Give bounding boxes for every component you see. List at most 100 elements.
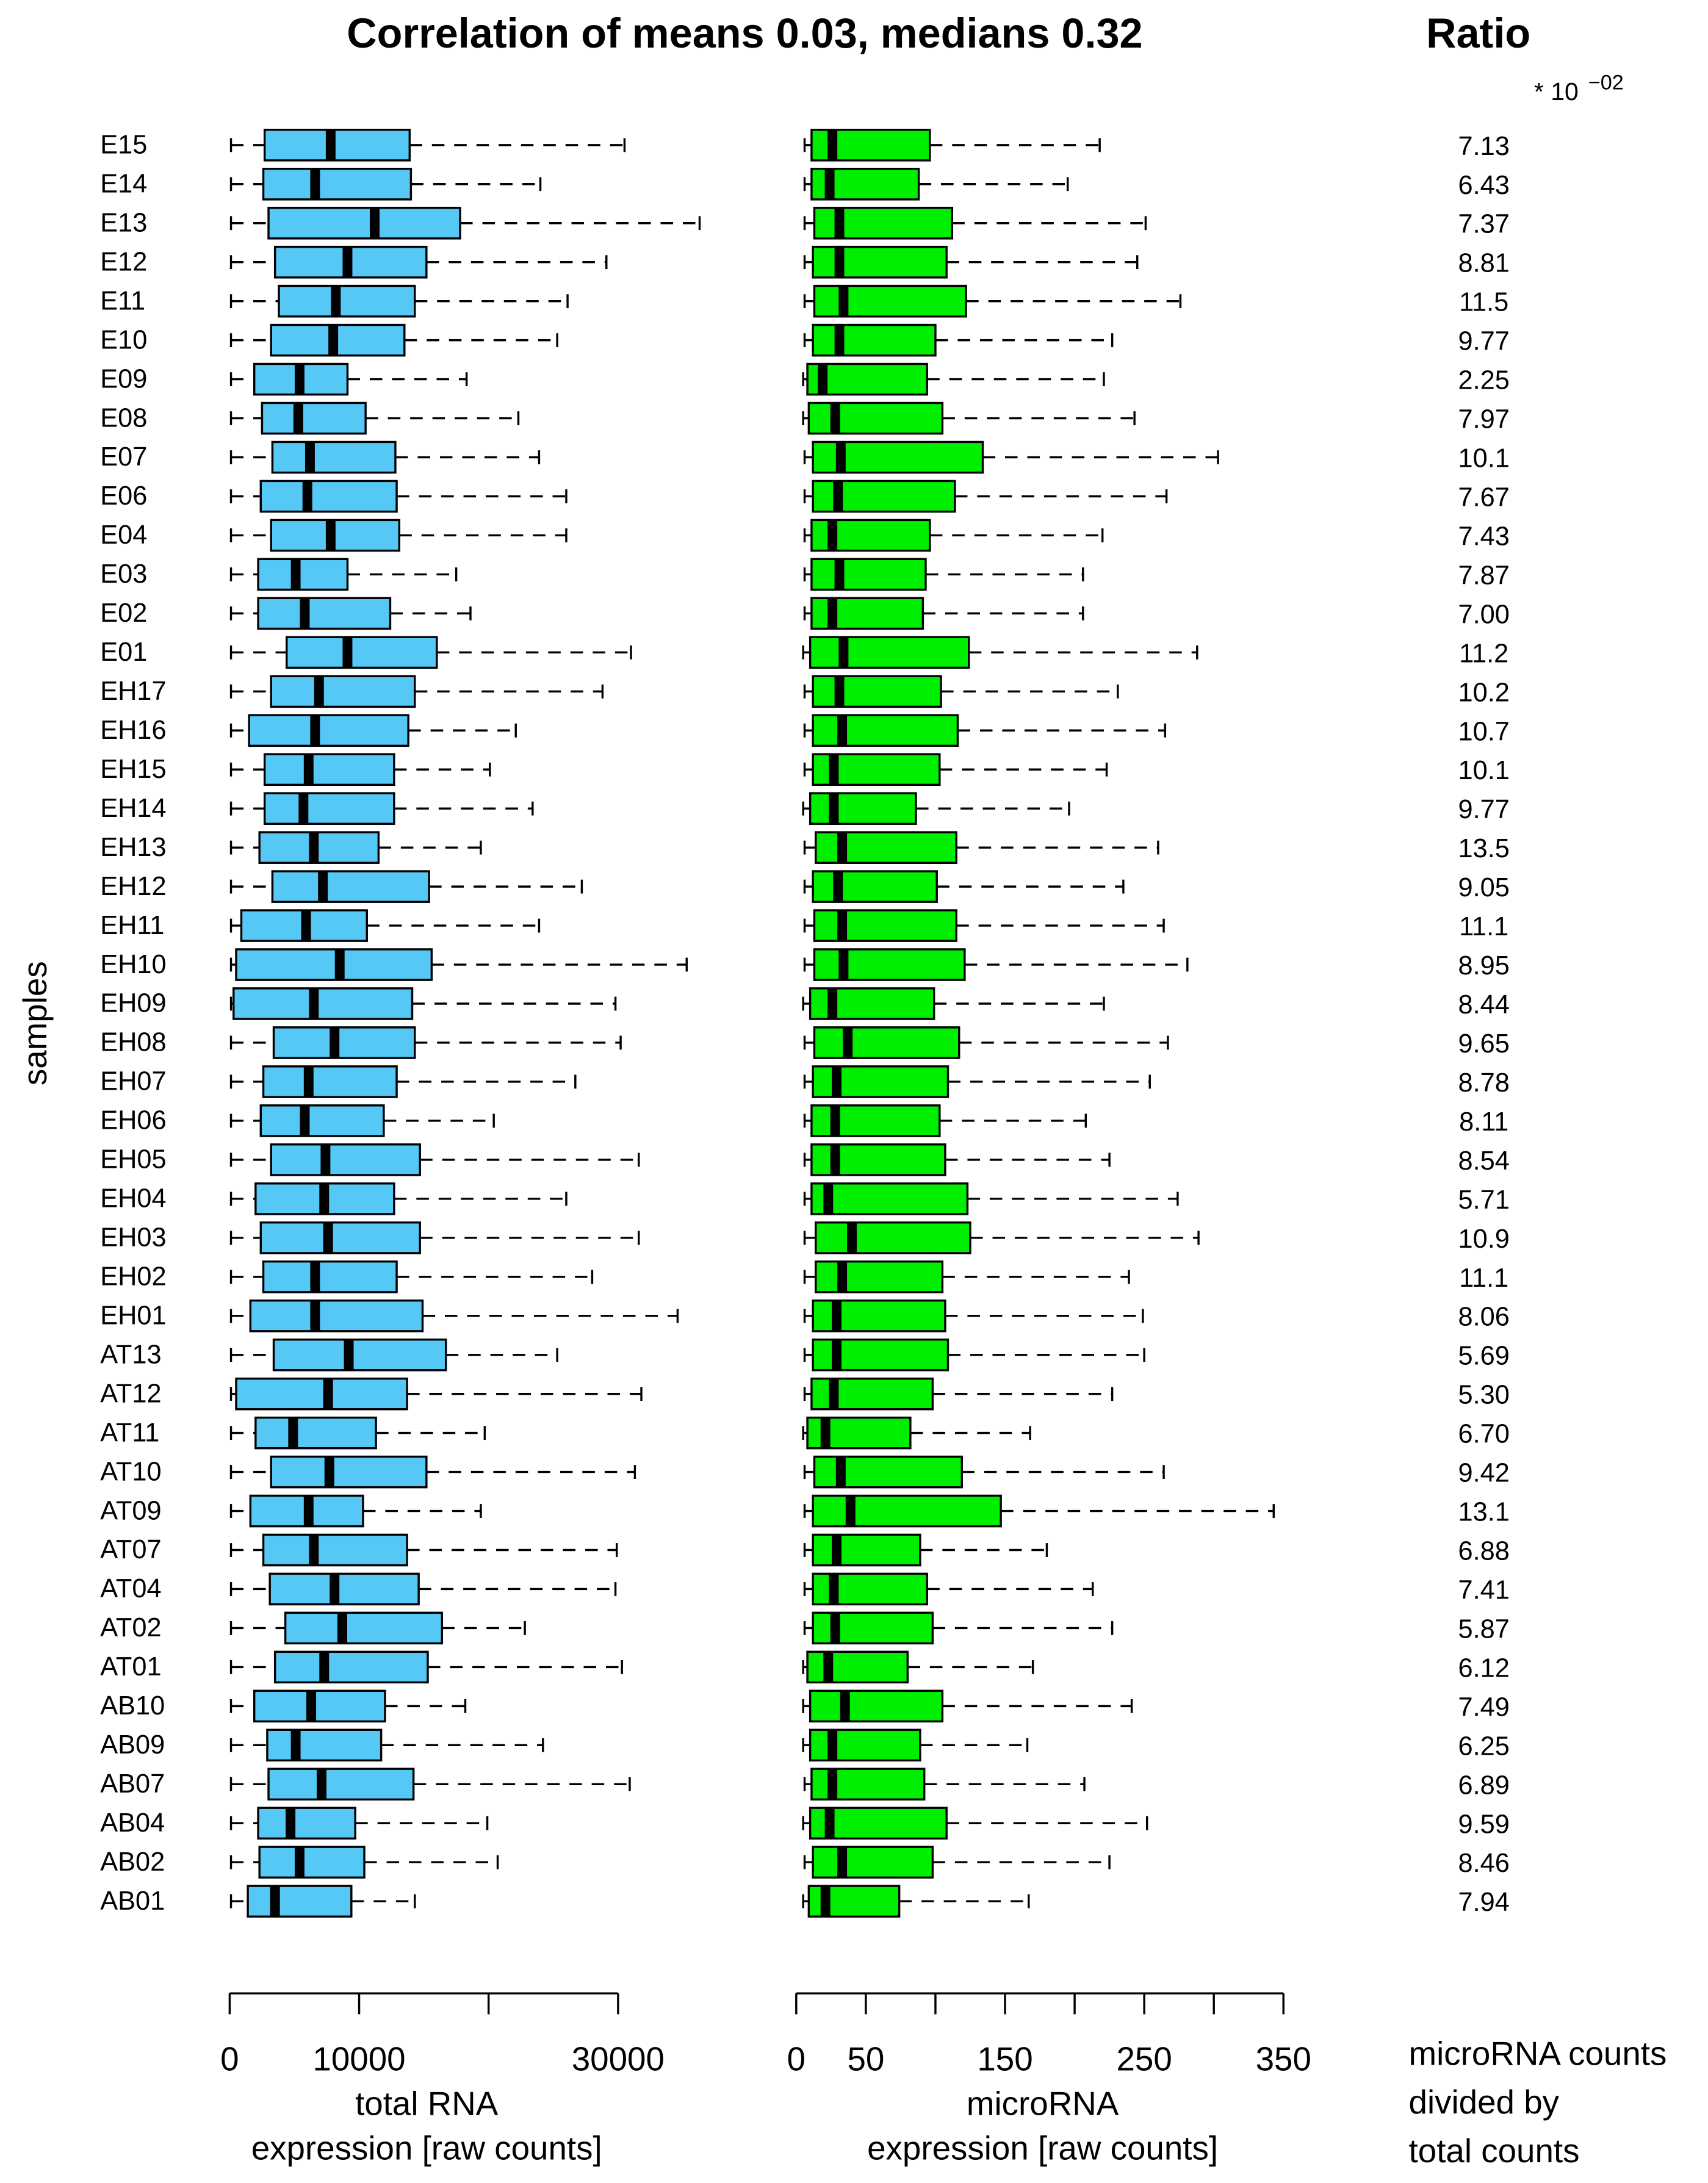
- median: [310, 1300, 320, 1331]
- y-tick-label: EH03: [100, 1223, 166, 1253]
- ratio-footer: total counts: [1409, 2132, 1580, 2170]
- box: [806, 1650, 909, 1684]
- median: [323, 1378, 333, 1409]
- y-tick-label: AT07: [100, 1535, 161, 1564]
- box: [268, 1572, 420, 1606]
- box: [259, 1104, 385, 1137]
- ratio-title: Ratio: [1426, 10, 1530, 57]
- median: [830, 403, 840, 434]
- y-tick-label: EH07: [100, 1067, 166, 1096]
- median: [337, 1613, 347, 1644]
- median: [823, 1652, 834, 1683]
- x-axis-title: expression [raw counts]: [251, 2129, 602, 2167]
- y-tick-label: E03: [100, 559, 147, 589]
- median: [325, 129, 336, 160]
- box: [815, 831, 957, 864]
- median: [303, 1066, 314, 1098]
- ratio-label: 8.54: [1458, 1146, 1510, 1176]
- ratio-label: 7.67: [1458, 483, 1510, 512]
- median: [832, 1066, 841, 1098]
- y-tick-label: EH17: [100, 677, 166, 706]
- median: [294, 364, 304, 395]
- ratio-label: 9.59: [1458, 1810, 1510, 1839]
- median: [837, 715, 848, 746]
- median: [834, 559, 845, 590]
- x-tick-label: 250: [1116, 2040, 1172, 2077]
- median: [837, 832, 848, 863]
- x-tick-label: 150: [977, 2040, 1032, 2077]
- ratio-label: 11.1: [1459, 912, 1508, 941]
- median: [293, 403, 303, 434]
- box: [813, 1026, 960, 1059]
- x-tick-label: 10000: [312, 2040, 405, 2077]
- y-tick-label: E09: [100, 364, 147, 394]
- ratio-label: 9.77: [1458, 327, 1510, 356]
- median: [270, 1886, 280, 1917]
- median: [827, 1730, 838, 1761]
- median: [840, 1691, 850, 1722]
- median: [837, 910, 848, 941]
- box: [812, 1494, 1002, 1528]
- median: [319, 1183, 330, 1214]
- median: [300, 1105, 310, 1136]
- median: [830, 1144, 840, 1175]
- median: [833, 871, 843, 902]
- box: [809, 1728, 921, 1762]
- ratio-label: 8.44: [1458, 990, 1510, 1020]
- y-tick-label: E15: [100, 131, 147, 160]
- y-axis-title: samples: [16, 961, 54, 1085]
- x-axis-title: microRNA: [967, 2084, 1119, 2122]
- ratio-label: 2.25: [1458, 366, 1510, 395]
- y-tick-label: EH12: [100, 872, 166, 901]
- median: [832, 1534, 841, 1566]
- median: [818, 364, 828, 395]
- box: [248, 714, 409, 747]
- median: [301, 910, 311, 941]
- box: [267, 1768, 415, 1801]
- y-tick-label: AB04: [100, 1808, 165, 1838]
- y-tick-label: E10: [100, 325, 147, 354]
- ratio-label: 10.1: [1458, 756, 1510, 785]
- box: [253, 1689, 386, 1723]
- ratio-label: 6.89: [1458, 1771, 1510, 1800]
- median: [827, 129, 838, 160]
- median: [317, 1769, 327, 1800]
- y-tick-label: EH10: [100, 950, 166, 979]
- y-tick-label: AT13: [100, 1340, 161, 1369]
- box: [812, 323, 937, 357]
- box: [813, 909, 957, 942]
- median: [304, 442, 315, 473]
- median: [830, 1105, 840, 1136]
- median: [820, 1417, 831, 1448]
- median: [330, 1027, 340, 1059]
- ratio-label: 6.12: [1458, 1653, 1510, 1683]
- median: [334, 949, 345, 980]
- ratio-label: 5.30: [1458, 1381, 1510, 1410]
- median: [318, 871, 328, 902]
- median: [824, 1808, 835, 1839]
- box: [266, 1728, 383, 1762]
- median: [342, 246, 353, 278]
- median: [837, 1261, 848, 1292]
- ratio-label: 7.49: [1458, 1692, 1510, 1722]
- median: [319, 1652, 330, 1683]
- box: [807, 401, 944, 435]
- median: [309, 1534, 319, 1566]
- box: [254, 1416, 377, 1450]
- y-tick-label: EH06: [100, 1106, 166, 1135]
- y-tick-label: AT11: [100, 1418, 159, 1447]
- ratio-label: 10.7: [1458, 717, 1510, 746]
- ratio-label: 7.43: [1458, 522, 1510, 551]
- box: [278, 284, 416, 318]
- median: [834, 676, 845, 707]
- median: [310, 715, 320, 746]
- box: [271, 441, 397, 474]
- ratio-scale: * 10: [1534, 77, 1579, 106]
- median: [827, 988, 838, 1020]
- median: [309, 988, 319, 1020]
- box: [272, 1338, 447, 1372]
- median: [838, 949, 849, 980]
- ratio-label: 5.71: [1458, 1185, 1510, 1215]
- box: [258, 1846, 366, 1879]
- median: [303, 1495, 314, 1527]
